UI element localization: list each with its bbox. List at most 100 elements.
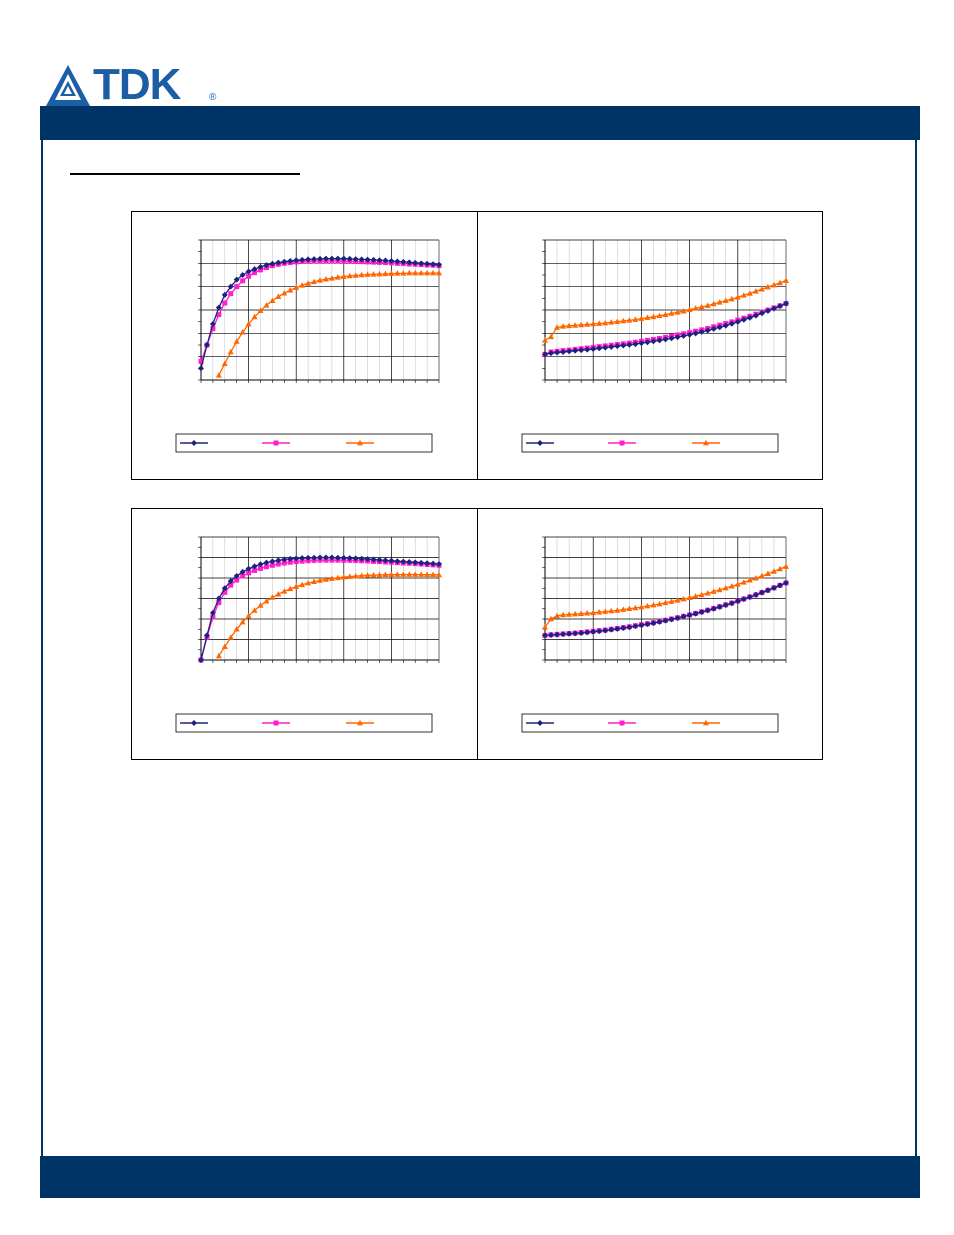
series-1-point: [287, 258, 294, 264]
header-bar: [40, 106, 920, 140]
series-3-point: [388, 571, 395, 578]
series-1-point: [233, 276, 240, 283]
series-1-point: [400, 258, 407, 265]
chart-panel-2: [477, 211, 823, 480]
series-3-point: [662, 599, 669, 606]
series-3-point: [783, 277, 789, 283]
series-1-point: [328, 554, 335, 561]
series-3-point: [680, 307, 687, 314]
series-3-point: [269, 594, 276, 600]
tdk-triangle-icon: [46, 65, 90, 106]
series-3-point: [572, 322, 579, 328]
series-2-point: [234, 284, 240, 290]
series-1-point: [656, 337, 663, 344]
series-1-point: [704, 327, 711, 334]
series-1-point: [728, 600, 735, 607]
series-3-point: [293, 284, 300, 290]
series-1-point: [704, 607, 711, 614]
series-1-point: [436, 261, 442, 268]
series-3-point: [656, 600, 663, 607]
series-3-point: [263, 302, 270, 308]
series-1-point: [662, 617, 669, 624]
series-1-point: [346, 255, 353, 262]
series-1-point: [245, 565, 252, 572]
series-3-point: [710, 588, 717, 594]
series-3-point: [400, 571, 407, 577]
series-1-point: [560, 631, 567, 638]
series-3-point: [430, 269, 437, 276]
series-3-point: [251, 313, 258, 320]
series-3-point: [728, 583, 735, 589]
series-3-point: [620, 606, 627, 612]
series-1-point: [614, 625, 621, 632]
series-1-point: [668, 616, 675, 623]
series-2-point: [281, 560, 287, 566]
series-2-point: [287, 559, 293, 565]
series-3-point: [764, 283, 771, 290]
series-1-point: [287, 555, 294, 562]
series-3-point: [275, 590, 282, 597]
series-1-point: [370, 256, 377, 263]
series-1-point: [370, 556, 377, 563]
series-1-point: [548, 350, 555, 357]
series-3-point: [620, 317, 627, 324]
series-1-point: [770, 584, 777, 591]
series-1-point: [263, 262, 270, 269]
page-frame: [41, 140, 917, 1156]
series-3-point: [566, 611, 573, 617]
series-3-point: [346, 272, 353, 279]
series-3-point: [394, 571, 401, 577]
series-1-point: [388, 258, 395, 264]
series-3-point: [632, 316, 639, 322]
series-1-point: [692, 330, 699, 337]
series-3-point: [752, 575, 759, 581]
series-3-point: [542, 337, 548, 343]
series-1-point: [239, 568, 246, 575]
series-3-point: [728, 295, 735, 302]
series-3-point: [340, 573, 347, 580]
series-3-point: [418, 571, 425, 577]
series-3-point: [740, 292, 747, 298]
series-3-point: [269, 297, 276, 303]
series-3-point: [548, 615, 555, 622]
series-1-point: [572, 347, 579, 354]
series-3-point: [770, 281, 777, 288]
series-2-point: [216, 312, 222, 318]
series-1-point: [227, 578, 234, 585]
series-1-point: [578, 347, 585, 354]
series-3-point: [334, 574, 341, 581]
series-2-point: [252, 270, 258, 276]
series-1-point: [674, 334, 681, 341]
series-1-point: [566, 630, 573, 637]
series-1-point: [215, 595, 222, 602]
series-3-point: [305, 280, 312, 286]
series-3-point: [418, 269, 425, 276]
legend-marker-1: [191, 440, 197, 446]
series-2-point: [216, 600, 222, 606]
series-1-point: [418, 559, 425, 566]
legend-marker-3: [357, 719, 363, 726]
series-1-point: [608, 343, 615, 350]
series-3-point: [299, 282, 306, 288]
series-1-point: [412, 559, 419, 566]
series-1-point: [257, 561, 264, 568]
series-1-point: [650, 338, 657, 345]
series-1-point: [251, 563, 258, 570]
series-1-point: [686, 612, 693, 619]
series-3-point: [215, 372, 222, 378]
series-1-point: [686, 331, 693, 338]
series-1-point: [340, 554, 347, 561]
series-3-point: [656, 312, 663, 319]
series-3-point: [716, 299, 723, 305]
series-3-point: [584, 610, 591, 616]
series-3-point: [436, 571, 442, 578]
series-2-point: [210, 614, 216, 620]
series-1-point: [352, 256, 359, 263]
series-3-point: [400, 270, 407, 276]
series-3-point: [424, 269, 431, 276]
series-3-point: [698, 303, 705, 310]
series-1-point: [560, 349, 567, 355]
series-3-point: [650, 601, 657, 608]
series-3-point: [638, 603, 645, 610]
series-1-point: [638, 622, 645, 629]
